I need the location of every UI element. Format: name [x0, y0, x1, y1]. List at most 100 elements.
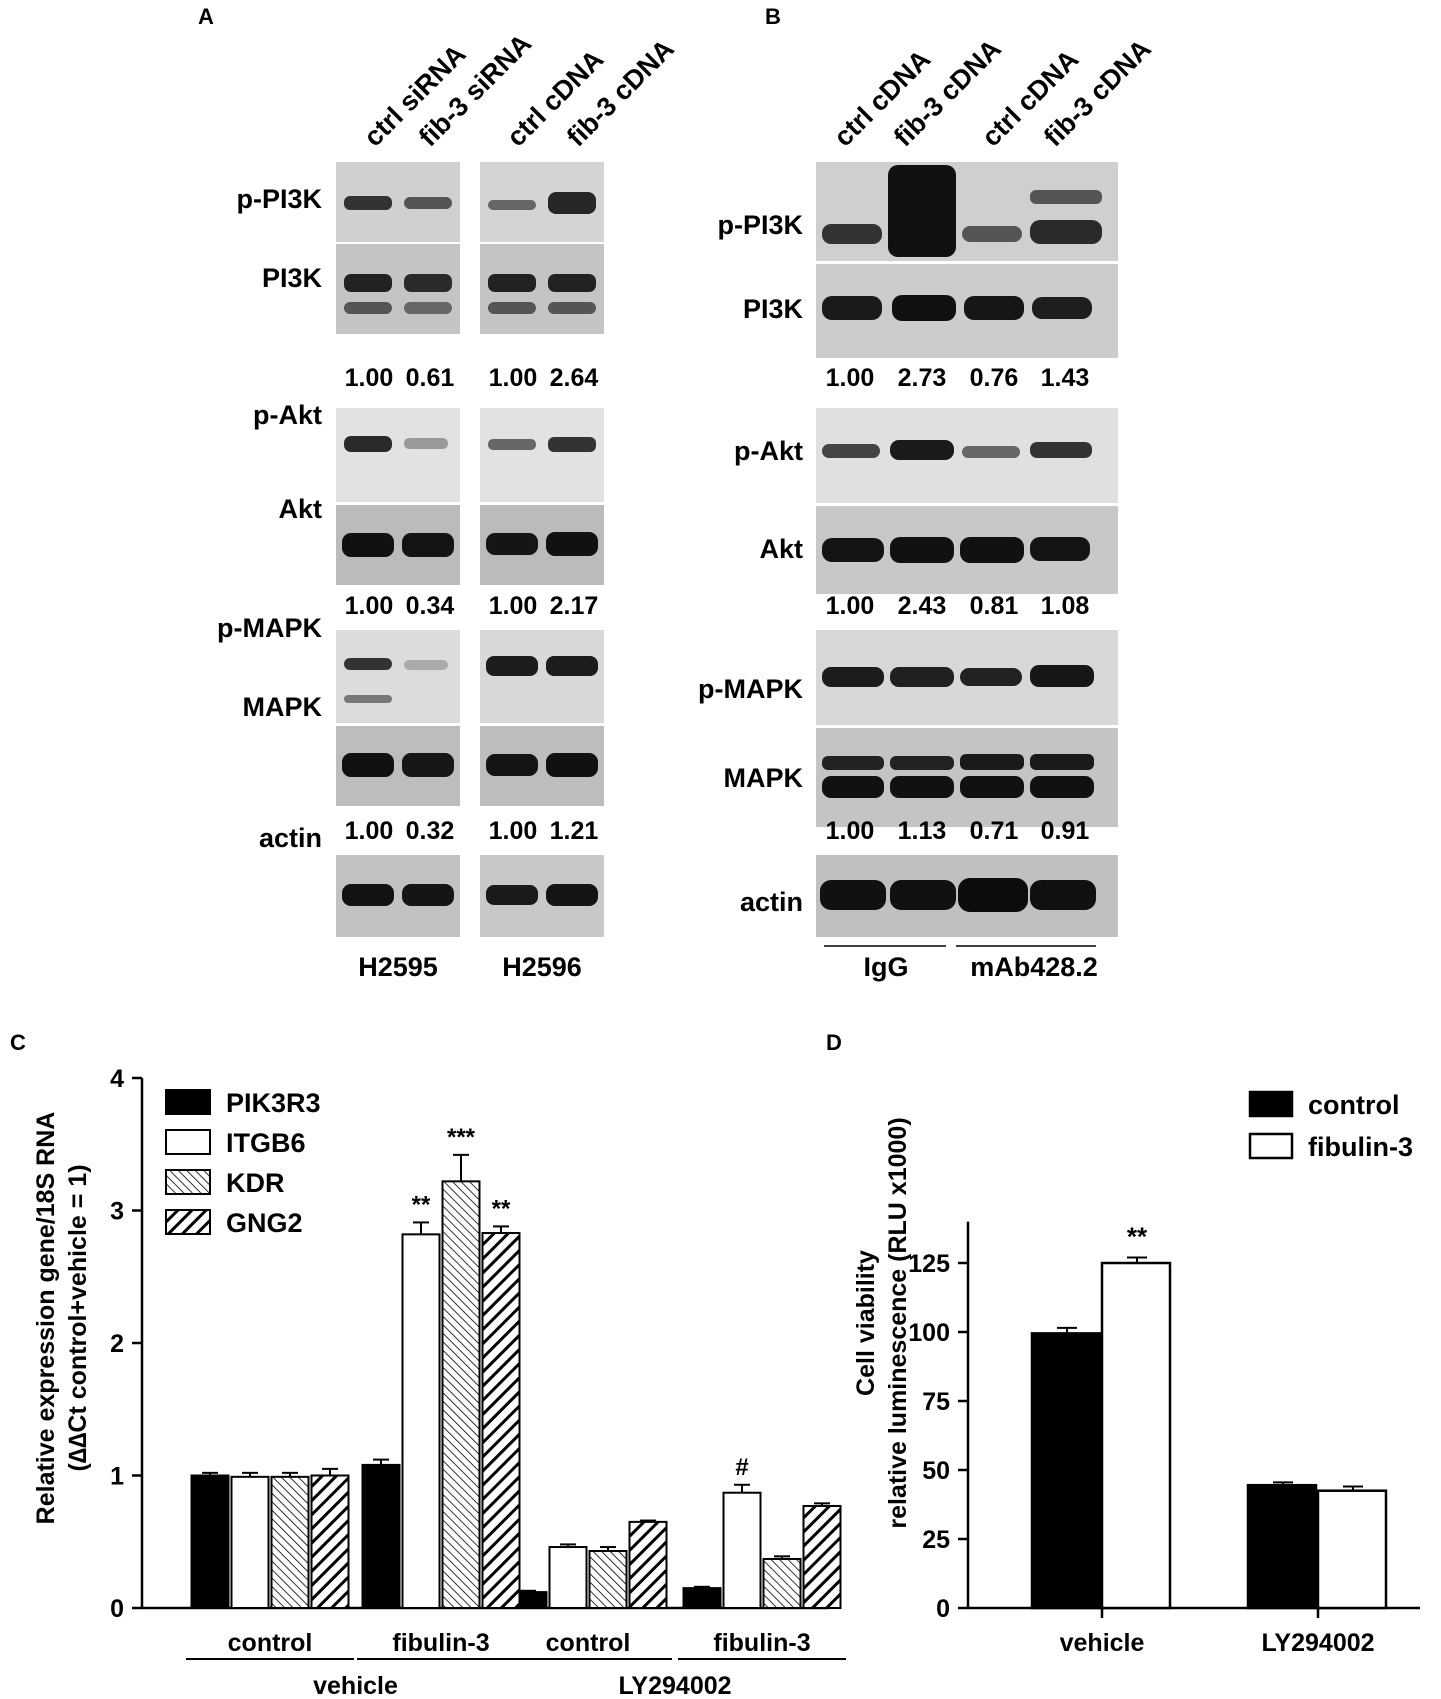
- bar-fibulin-3: [1316, 1489, 1388, 1610]
- protein-label: actin: [740, 887, 803, 917]
- bar-gng2: [310, 1474, 350, 1609]
- y-axis-label: Relative expression gene/18S RNA: [32, 1112, 60, 1525]
- protein-label: MAPK: [724, 763, 804, 793]
- legend-swatch: [165, 1169, 211, 1195]
- y-axis-label: Cell viability: [852, 1250, 880, 1396]
- y-tick-label: 75: [922, 1388, 950, 1416]
- legend-label: fibulin-3: [1308, 1132, 1413, 1162]
- panel-a-label: A: [198, 4, 214, 29]
- protein-label: PI3K: [743, 294, 804, 324]
- significance-marker: **: [1127, 1221, 1148, 1251]
- ratio-value: 1.43: [1041, 364, 1090, 392]
- ratio-value: 2.73: [898, 364, 947, 392]
- x-group-label: LY294002: [618, 1672, 731, 1699]
- x-category-label: control: [228, 1629, 313, 1657]
- y-tick-label: 25: [922, 1526, 950, 1554]
- ratio-value: 1.00: [345, 364, 394, 392]
- x-category-label: control: [546, 1629, 631, 1657]
- legend-swatch: [1248, 1090, 1294, 1118]
- cell-line-label: H2595: [358, 952, 438, 982]
- protein-label: actin: [259, 823, 322, 853]
- ratio-value: 0.76: [970, 364, 1019, 392]
- panel-c-label: C: [10, 1030, 26, 1055]
- y-tick-label: 0: [110, 1595, 124, 1623]
- bar-kdr: [588, 1550, 628, 1610]
- blot-p-mapk: [480, 630, 604, 723]
- y-tick-label: 125: [908, 1250, 950, 1278]
- bar-itgb6: [548, 1546, 588, 1610]
- x-category-label: vehicle: [1060, 1629, 1145, 1657]
- cell-line-label: H2596: [502, 952, 582, 982]
- panel-b-label: B: [765, 4, 781, 29]
- ratio-value: 0.71: [970, 817, 1019, 845]
- x-category-label: fibulin-3: [713, 1629, 810, 1657]
- y-tick-label: 4: [110, 1065, 124, 1093]
- significance-marker: #: [735, 1454, 748, 1481]
- ratio-value: 0.81: [970, 592, 1019, 620]
- bar-pik3r3: [682, 1587, 722, 1609]
- ratio-value: 0.34: [406, 592, 455, 620]
- bar-gng2: [628, 1520, 668, 1609]
- ratio-value: 1.00: [489, 592, 538, 620]
- group-label: mAb428.2: [970, 952, 1098, 982]
- bar-control: [1246, 1483, 1318, 1610]
- bar-itgb6: [230, 1475, 270, 1609]
- bar-kdr: [762, 1557, 802, 1609]
- blot-p-mapk: [336, 630, 460, 723]
- legend-label: PIK3R3: [226, 1088, 321, 1118]
- panel-d-bar-chart: D 0 25 50 75 100 125 ** vehicle LY294002 control f…: [826, 1030, 1420, 1657]
- ratio-value: 1.08: [1041, 592, 1090, 620]
- protein-label: Akt: [759, 534, 803, 564]
- blot-p-akt: [336, 408, 460, 502]
- blot-h2595: [336, 162, 460, 937]
- ratio-value: 1.00: [489, 817, 538, 845]
- blot-p-pi3k: [816, 162, 1118, 261]
- ratio-value: 2.17: [550, 592, 599, 620]
- protein-label: MAPK: [243, 692, 323, 722]
- bar-itgb6: [722, 1491, 762, 1609]
- y-tick-label: 2: [110, 1330, 124, 1358]
- bar-control: [1030, 1332, 1102, 1610]
- bar-kdr: [270, 1475, 310, 1609]
- x-category-label: LY294002: [1261, 1629, 1374, 1657]
- bar-pik3r3: [190, 1474, 230, 1609]
- significance-marker: ***: [447, 1124, 476, 1151]
- legend-swatch: [165, 1209, 211, 1235]
- bar-gng2: [481, 1232, 521, 1610]
- y-axis-label-sub: relative luminescence (RLU x1000): [884, 1117, 912, 1528]
- ratio-value: 0.91: [1041, 817, 1090, 845]
- blot-h2596: [480, 162, 604, 937]
- blot-antibody-treatment: [816, 162, 1118, 937]
- ratio-value: 0.61: [406, 364, 455, 392]
- legend-swatch: [165, 1129, 211, 1155]
- ratio-value: 2.43: [898, 592, 947, 620]
- panel-b-western-blot: B ctrl cDNA fib-3 cDNA ctrl cDNA fib-3 c…: [698, 4, 1157, 982]
- legend-label: GNG2: [226, 1208, 303, 1238]
- panel-a-western-blot: A ctrl siRNA fib-3 siRNA ctrl cDNA fib-3…: [198, 4, 680, 982]
- protein-label: p-MAPK: [698, 674, 803, 704]
- ratio-value: 1.00: [345, 817, 394, 845]
- protein-label: p-MAPK: [217, 613, 322, 643]
- y-tick-label: 1: [110, 1463, 124, 1491]
- bar-fibulin-3: [1100, 1261, 1172, 1610]
- ratio-value: 1.13: [898, 817, 947, 845]
- bar-pik3r3: [361, 1463, 401, 1610]
- ratio-value: 1.21: [550, 817, 599, 845]
- significance-marker: **: [412, 1191, 431, 1218]
- protein-label: PI3K: [262, 263, 323, 293]
- y-axis-label-sub: (∆∆Ct control+vehicle = 1): [64, 1164, 92, 1471]
- ratio-value: 1.00: [345, 592, 394, 620]
- group-label: IgG: [864, 952, 909, 982]
- legend-label: control: [1308, 1090, 1400, 1120]
- bar-gng2: [802, 1504, 842, 1609]
- protein-label: p-PI3K: [236, 184, 322, 214]
- protein-label: p-Akt: [734, 436, 803, 466]
- panel-d-plot-area: 0 25 50 75 100 125 ** vehicle LY294002 control fib…: [908, 1090, 1420, 1657]
- legend-label: ITGB6: [226, 1128, 306, 1158]
- significance-marker: **: [492, 1195, 511, 1222]
- ratio-value: 1.00: [826, 817, 875, 845]
- protein-label: Akt: [278, 494, 322, 524]
